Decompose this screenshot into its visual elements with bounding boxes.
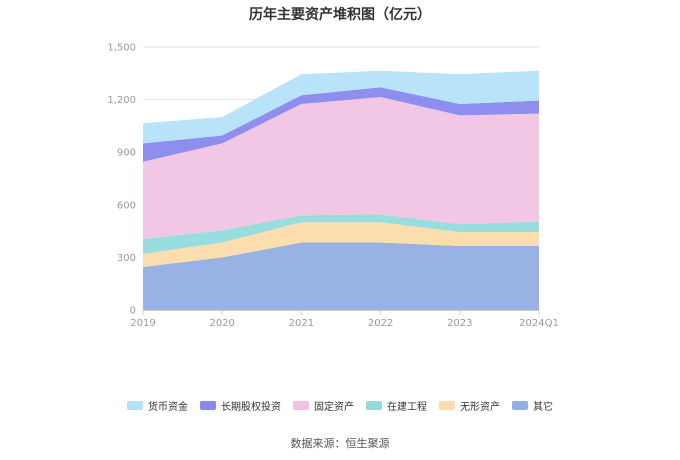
legend: 货币资金 长期股权投资 固定资产 在建工程 无形资产 其它 bbox=[0, 398, 680, 413]
legend-swatch bbox=[512, 401, 528, 410]
area-2 bbox=[143, 222, 539, 267]
x-tick-label: 2023 bbox=[447, 318, 472, 329]
y-tick-label: 1,200 bbox=[107, 95, 136, 106]
legend-item[interactable]: 其它 bbox=[512, 398, 553, 413]
y-tick-label: 600 bbox=[117, 200, 136, 211]
legend-item[interactable]: 长期股权投资 bbox=[200, 398, 281, 413]
x-tick-label: 2022 bbox=[368, 318, 393, 329]
data-source-note: 数据来源：恒生聚源 bbox=[290, 437, 390, 450]
x-tick-label: 2020 bbox=[209, 318, 234, 329]
legend-swatch bbox=[200, 401, 216, 410]
legend-swatch bbox=[366, 401, 382, 410]
legend-item[interactable]: 固定资产 bbox=[293, 398, 354, 413]
x-tick-label: 2021 bbox=[289, 318, 314, 329]
legend-swatch bbox=[127, 401, 143, 410]
legend-label: 货币资金 bbox=[148, 402, 188, 413]
y-tick-label: 300 bbox=[117, 253, 136, 264]
legend-label: 长期股权投资 bbox=[221, 402, 281, 413]
legend-label: 固定资产 bbox=[314, 402, 354, 413]
area-6 bbox=[143, 70, 539, 144]
legend-item[interactable]: 无形资产 bbox=[439, 398, 500, 413]
area-series bbox=[143, 70, 539, 310]
area-4 bbox=[143, 97, 539, 239]
y-tick-label: 0 bbox=[130, 306, 136, 317]
x-tick-label: 2019 bbox=[130, 318, 155, 329]
x-tick-label: 2024Q1 bbox=[519, 318, 559, 329]
legend-label: 无形资产 bbox=[460, 402, 500, 413]
legend-label: 其它 bbox=[533, 402, 553, 413]
legend-swatch bbox=[439, 401, 455, 410]
legend-item[interactable]: 货币资金 bbox=[127, 398, 188, 413]
legend-label: 在建工程 bbox=[387, 402, 427, 413]
y-tick-label: 1,500 bbox=[107, 43, 136, 54]
y-tick-label: 900 bbox=[117, 148, 136, 159]
legend-swatch bbox=[293, 401, 309, 410]
area-5 bbox=[143, 87, 539, 162]
chart-title: 历年主要资产堆积图（亿元） bbox=[249, 7, 431, 23]
stacked-area-chart: 0 300 600 900 1,200 1,500 2019 2020 2021 2022 2023… bbox=[107, 43, 558, 330]
axes: 0 300 600 900 1,200 1,500 2019 2020 2021 2022 2023… bbox=[107, 43, 558, 330]
area-3 bbox=[143, 214, 539, 254]
legend-item[interactable]: 在建工程 bbox=[366, 398, 427, 413]
area-1 bbox=[143, 242, 539, 310]
